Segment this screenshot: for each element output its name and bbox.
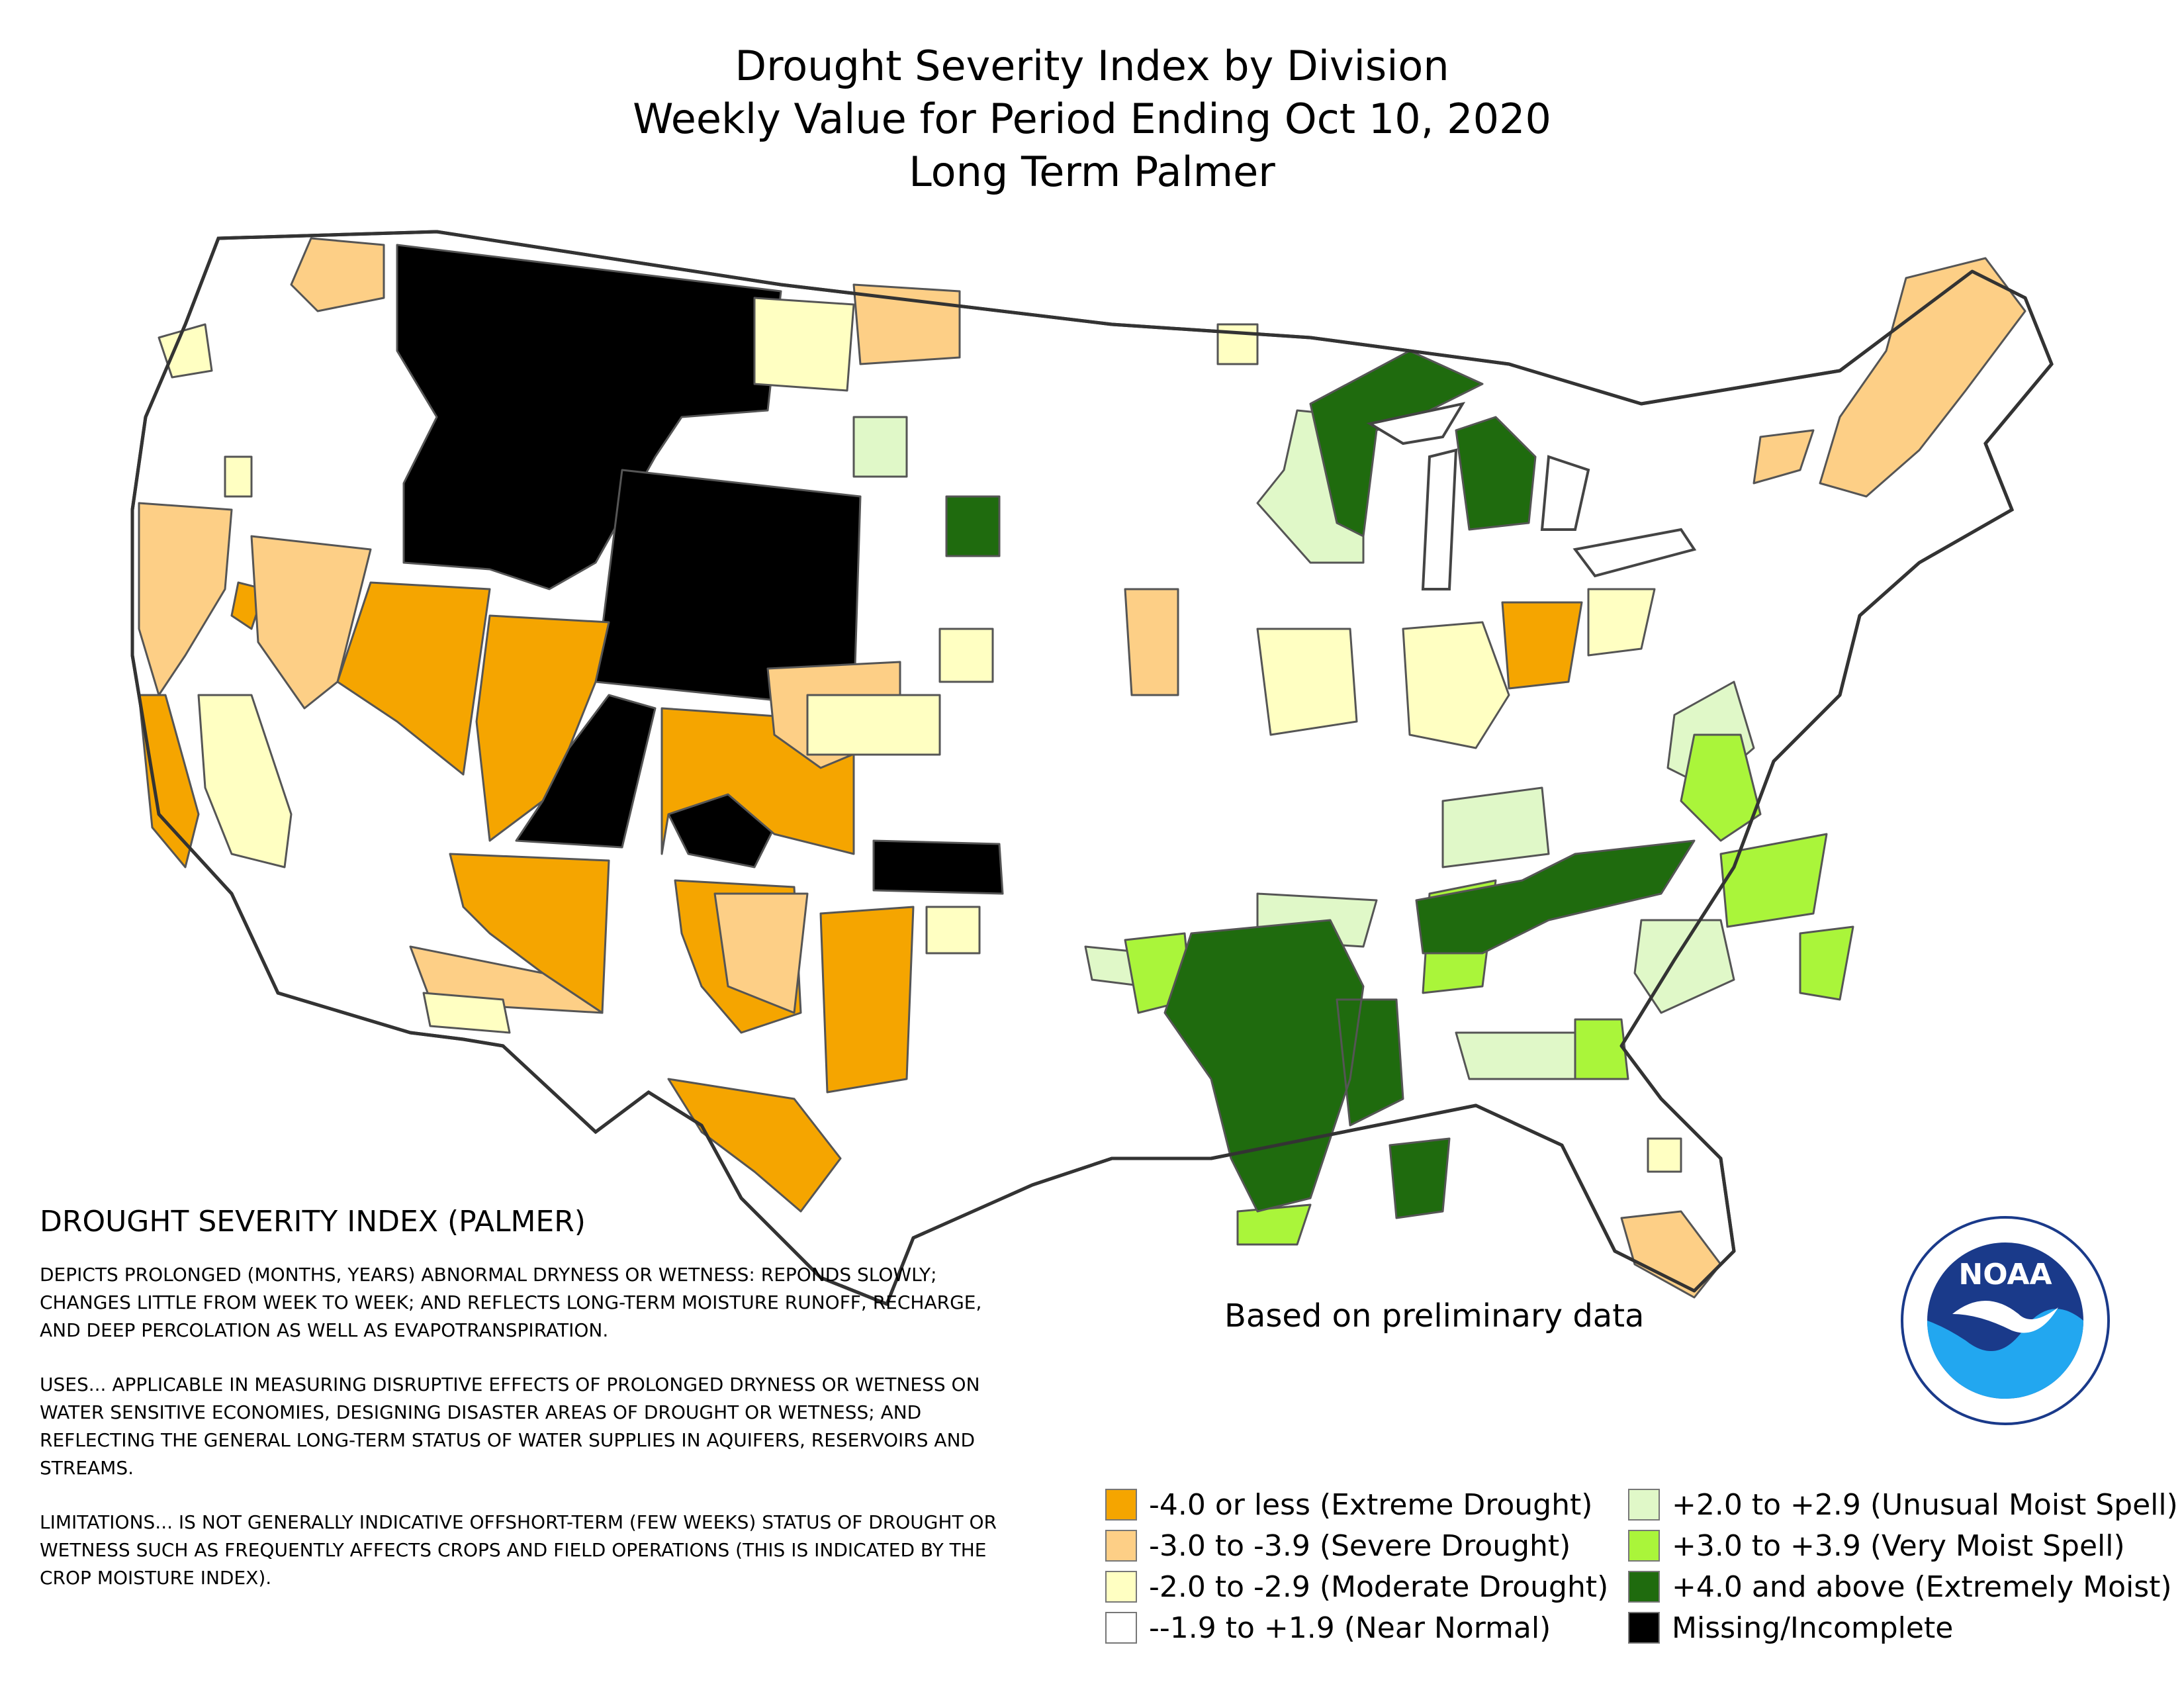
region-tennessee-extremely-moist [1388,839,1696,1219]
region-virginia-very-moist [1680,733,1854,1001]
legend-swatch [1105,1530,1137,1562]
preliminary-note: Based on preliminary data [1224,1297,1645,1335]
legend-item-extremely-moist: +4.0 and above (Extremely Moist) [1628,1568,2172,1605]
legend-swatch [1628,1489,1660,1521]
legend-label: -3.0 to -3.9 (Severe Drought) [1149,1528,1571,1563]
legend-label: +2.0 to +2.9 (Unusual Moist Spell) [1672,1487,2178,1522]
legend-swatch [1105,1489,1137,1521]
legend-swatch [1628,1612,1660,1644]
title-line-2: Weekly Value for Period Ending Oct 10, 2… [633,95,1551,143]
legend-label: -2.0 to -2.9 (Moderate Drought) [1149,1570,1609,1604]
noaa-logo: NOAA [1901,1216,2110,1425]
region-pennsylvania-extreme [1501,601,1583,690]
legend-item-moderate-drought: -2.0 to -2.9 (Moderate Drought) [1105,1568,1608,1605]
region-oklahoma-panhandle-missing [872,839,1004,895]
description-paragraph-limitations: LIMITATIONS... IS NOT GENERALLY INDICATI… [40,1511,997,1589]
region-plains-moderate [422,297,1682,1173]
region-iowa-severe [1124,588,1179,696]
legend-item-extreme-drought: -4.0 or less (Extreme Drought) [1105,1486,1592,1523]
legend-item-missing: Missing/Incomplete [1628,1609,1953,1646]
title-line-3: Long Term Palmer [909,148,1275,196]
region-west-texas-extreme [667,1078,842,1213]
great-lakes [1366,402,1697,590]
legend-swatch [1628,1571,1660,1603]
us-border [130,230,2054,1306]
region-montana-idaho-missing [396,244,782,590]
description-heading: DROUGHT SEVERITY INDEX (PALMER) [40,1205,586,1239]
legend-label: +4.0 and above (Extremely Moist) [1672,1570,2172,1604]
region-arkansas-extremely-moist [1163,919,1404,1213]
region-new-england-severe [1752,257,2026,498]
legend-item-very-moist: +3.0 to +3.9 (Very Moist Spell) [1628,1527,2125,1564]
legend-label: Missing/Incomplete [1672,1611,1954,1645]
region-california-severe [138,502,233,696]
legend-swatch [1105,1612,1137,1644]
us-outline [130,230,2054,1307]
region-florida-severe [1620,1210,1722,1299]
legend-item-severe-drought: -3.0 to -3.9 (Severe Drought) [1105,1527,1570,1564]
region-south-dakota-extremely-moist [945,495,1001,557]
map-title: Drought Severity Index by Division Weekl… [0,40,2184,199]
legend-swatch [1105,1571,1137,1603]
description-paragraph-depicts: DEPICTS PROLONGED (MONTHS, YEARS) ABNORM… [40,1264,982,1341]
legend-label: +3.0 to +3.9 (Very Moist Spell) [1672,1528,2125,1563]
legend-label: -4.0 or less (Extreme Drought) [1149,1487,1593,1522]
svg-text:NOAA: NOAA [1958,1258,2052,1291]
region-nevada-utah-extreme [336,581,610,842]
us-division-map [130,230,2054,1307]
legend-item-near-normal: --1.9 to +1.9 (Near Normal) [1105,1609,1551,1646]
legend-label: --1.9 to +1.9 (Near Normal) [1149,1611,1551,1645]
title-line-1: Drought Severity Index by Division [735,42,1449,90]
legend-item-unusual-moist: +2.0 to +2.9 (Unusual Moist Spell) [1628,1486,2178,1523]
index-description: DROUGHT SEVERITY INDEX (PALMER) DEPICTS … [40,1205,999,1618]
legend-swatch [1628,1530,1660,1562]
region-ohio-valley-moderate [1256,588,1656,749]
region-washington-severe [290,237,961,365]
description-paragraph-uses: USES... APPLICABLE IN MEASURING DISRUPTI… [40,1374,980,1479]
